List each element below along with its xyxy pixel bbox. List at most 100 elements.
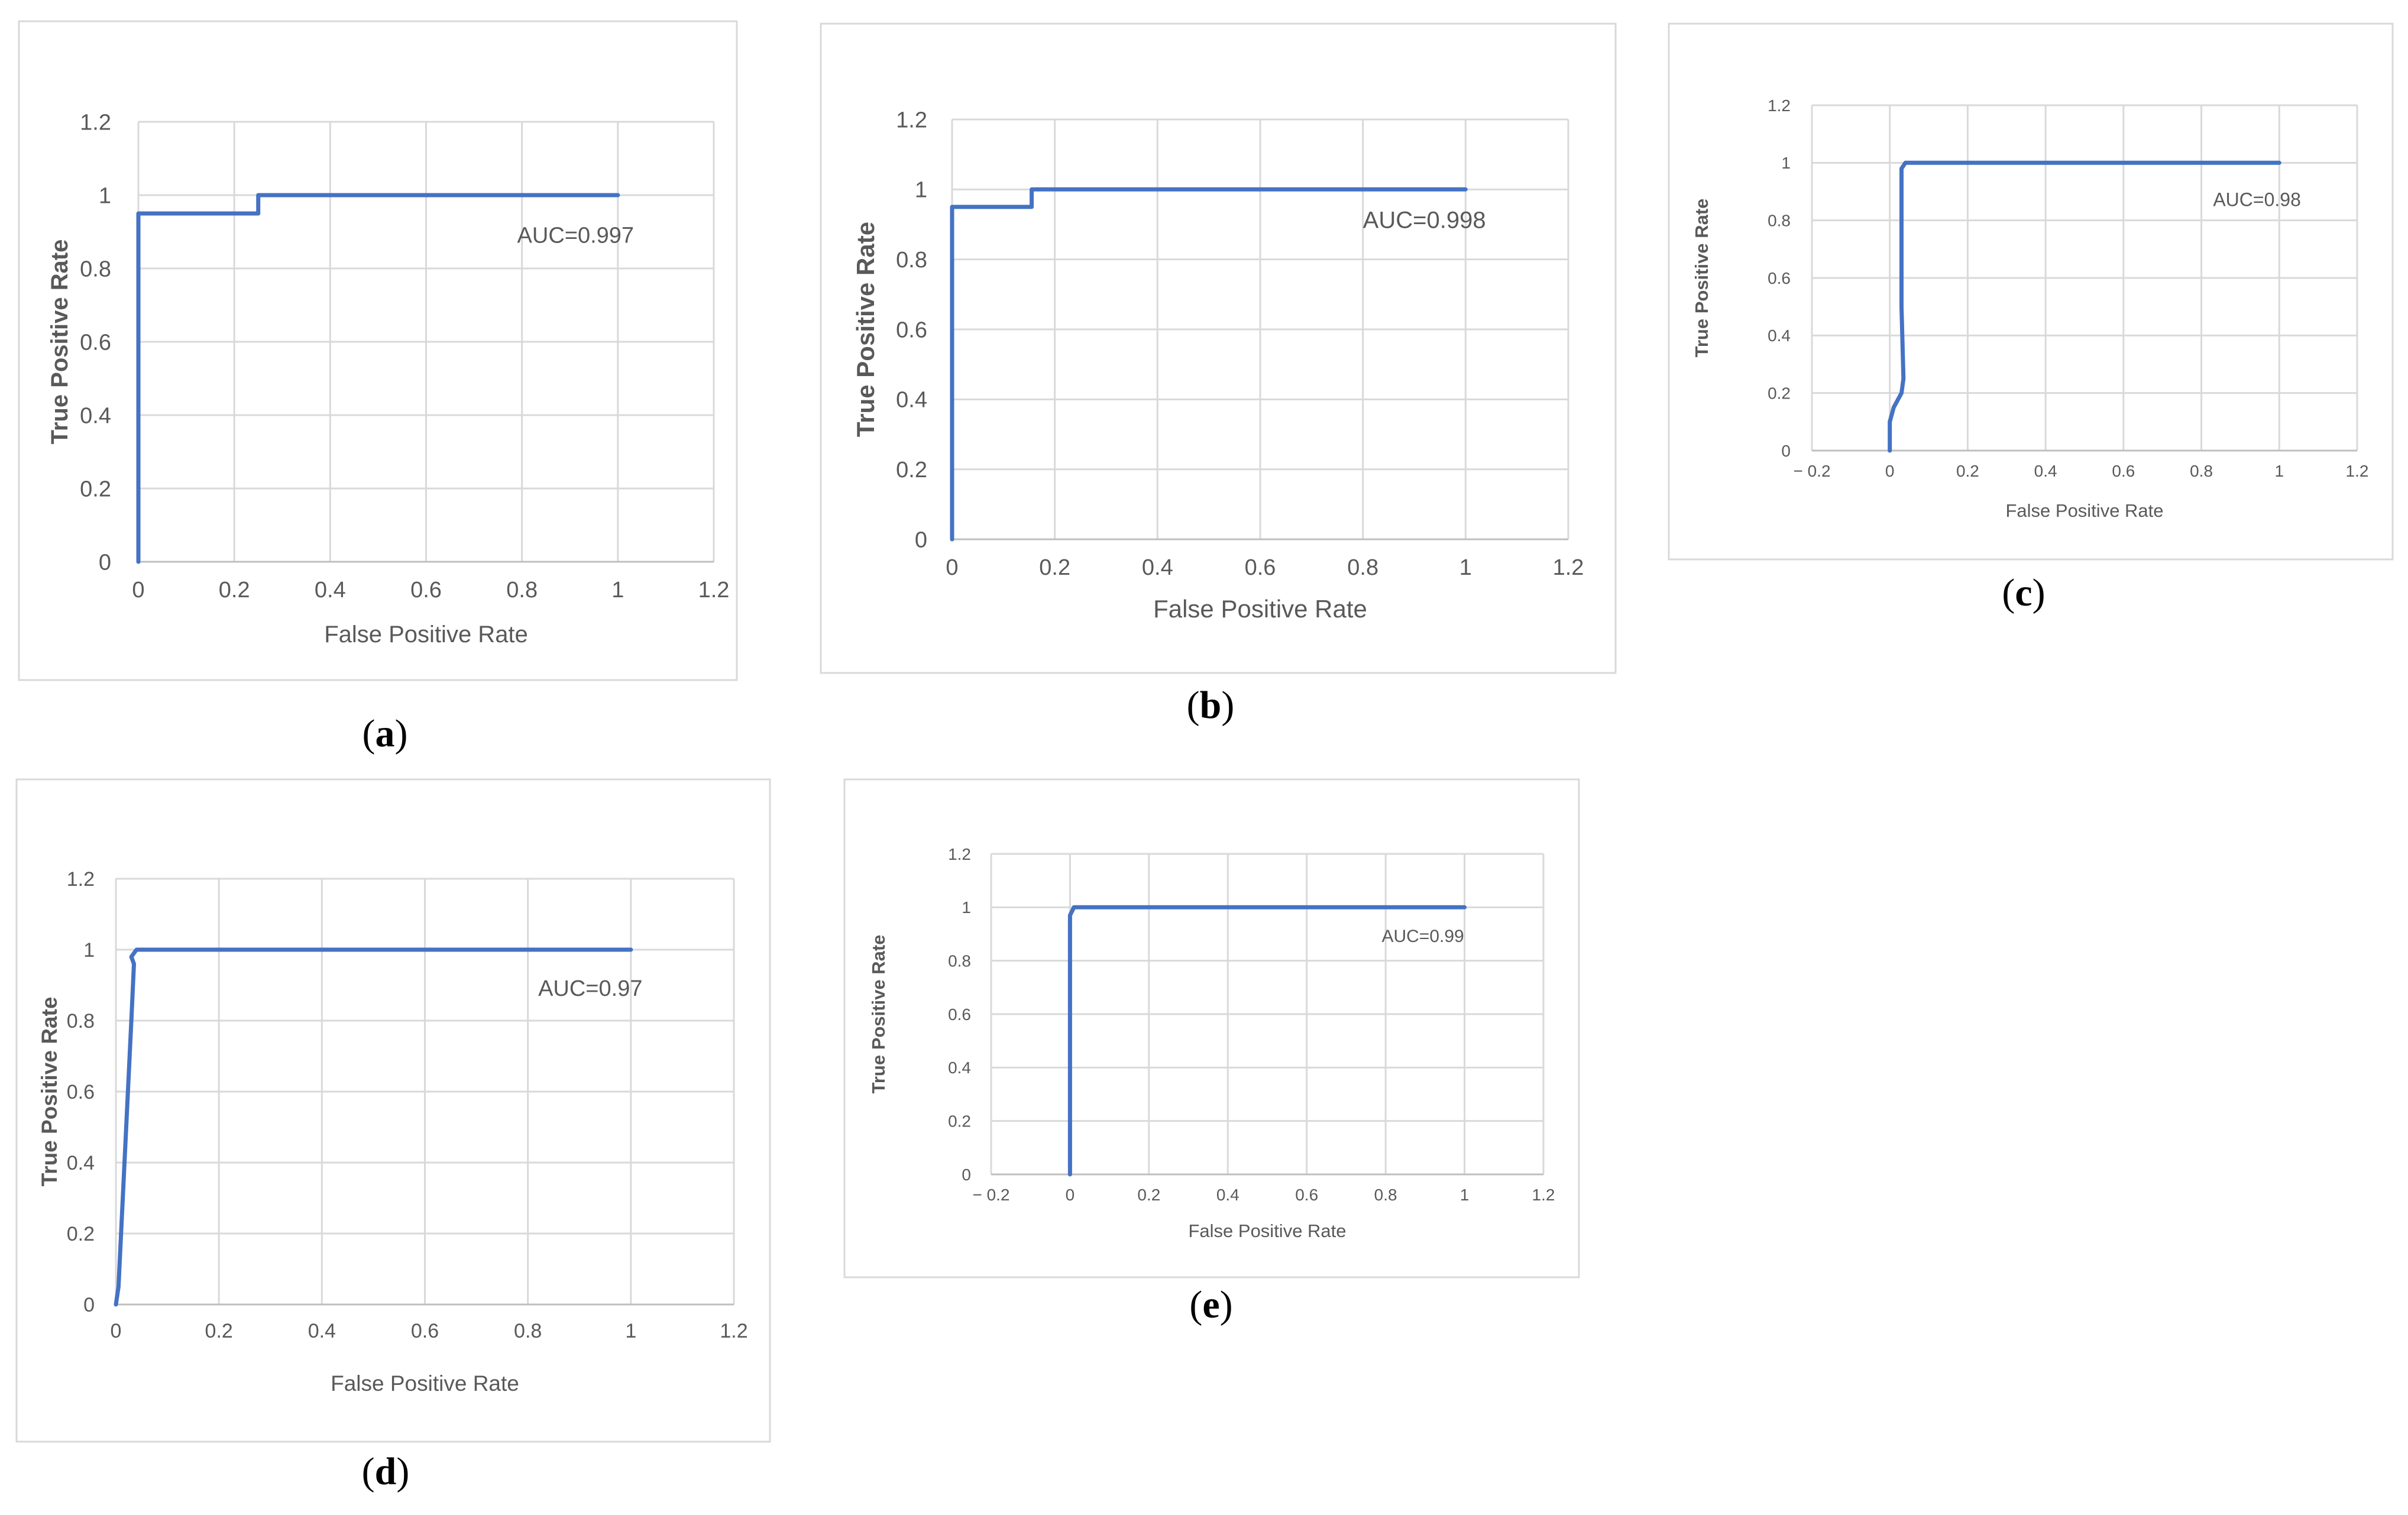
caption-close-paren: ) — [395, 712, 408, 755]
caption-letter: e — [1202, 1283, 1219, 1326]
caption-close-paren: ) — [1221, 684, 1234, 727]
y-tick-label: 1 — [99, 183, 111, 208]
x-tick-label: 0 — [946, 555, 958, 580]
y-tick-label: 0.6 — [896, 318, 927, 342]
caption-close-paren: ) — [2032, 571, 2045, 614]
y-tick-label: 0.4 — [80, 403, 111, 428]
x-tick-label: − 0.2 — [972, 1186, 1009, 1204]
x-tick-label: 1.2 — [720, 1320, 747, 1342]
y-tick-label: 1 — [83, 939, 95, 962]
y-tick-label: 0.2 — [948, 1112, 971, 1130]
caption-letter: a — [376, 712, 395, 755]
x-tick-label: 0.4 — [315, 578, 346, 603]
x-tick-label: 0.2 — [1137, 1186, 1160, 1204]
x-tick-label: 0 — [111, 1320, 122, 1342]
x-tick-label: 0.4 — [308, 1320, 336, 1342]
x-tick-label: 0.6 — [1245, 555, 1276, 580]
y-tick-label: 0.8 — [67, 1010, 95, 1032]
x-tick-label: 0.2 — [1956, 462, 1979, 480]
x-axis-title: False Positive Rate — [324, 621, 528, 648]
chart-panel-d: 0 0.2 0.4 0.6 0.8 1 1.2 0 0.2 0.4 0.6 0.8 1 1.2 False … — [15, 778, 771, 1493]
y-axis-title: True Positive Rate — [868, 935, 889, 1094]
x-tick-label: 1 — [611, 578, 624, 603]
x-axis-title: False Positive Rate — [2005, 500, 2163, 521]
x-tick-label: 0.8 — [506, 578, 538, 603]
panel-caption: (d) — [362, 1450, 410, 1493]
y-axis-title: True Positive Rate — [852, 222, 879, 437]
y-tick-label: 0.4 — [896, 388, 927, 413]
y-tick-label: 0.4 — [67, 1152, 95, 1174]
panel-caption: (a) — [363, 712, 408, 755]
y-tick-label: 0.6 — [1768, 269, 1791, 287]
caption-open-paren: ( — [363, 712, 376, 755]
x-tick-label: 0.8 — [1347, 555, 1378, 580]
panel-frame — [18, 20, 738, 681]
x-tick-label: 1.2 — [698, 578, 730, 603]
y-tick-label: 0 — [83, 1294, 95, 1316]
x-tick-label: 0.4 — [1142, 555, 1173, 580]
x-tick-label: − 0.2 — [1793, 462, 1830, 480]
caption-close-paren: ) — [1220, 1283, 1233, 1326]
y-tick-label: 1 — [962, 898, 971, 917]
y-tick-label: 0.4 — [1768, 326, 1791, 345]
caption-open-paren: ( — [362, 1450, 375, 1493]
y-tick-label: 1.2 — [67, 868, 95, 891]
chart-panel-c: 00.20.40.60.811.2− 0.2 0 0.2 0.4 0.6 0.8 1 1.2F… — [1668, 22, 2394, 614]
panel-caption: (c) — [2002, 571, 2045, 614]
y-tick-label: 0.2 — [896, 458, 927, 483]
y-tick-label: 0 — [1781, 442, 1791, 460]
x-tick-label: 0.2 — [1039, 555, 1070, 580]
caption-letter: d — [375, 1450, 397, 1493]
y-tick-label: 1 — [915, 178, 927, 203]
x-tick-label: 1 — [625, 1320, 636, 1342]
x-tick-label: 1 — [1459, 555, 1472, 580]
x-tick-label: 1.2 — [2346, 462, 2369, 480]
x-tick-label: 0.8 — [514, 1320, 542, 1342]
y-tick-label: 0.6 — [80, 330, 111, 355]
x-tick-label: 1.2 — [1553, 555, 1584, 580]
y-tick-label: 1.2 — [1768, 96, 1791, 115]
x-tick-label: 0.4 — [2034, 462, 2057, 480]
x-axis-title: False Positive Rate — [1153, 595, 1367, 623]
y-tick-label: 0.8 — [896, 248, 927, 273]
caption-open-paren: ( — [1189, 1283, 1202, 1326]
caption-open-paren: ( — [2002, 571, 2015, 614]
x-tick-label: 0.8 — [1374, 1186, 1397, 1204]
y-tick-label: 1 — [1781, 154, 1791, 172]
x-axis-title: False Positive Rate — [1188, 1221, 1346, 1241]
y-tick-label: 0.6 — [948, 1005, 971, 1024]
x-tick-label: 0.6 — [410, 578, 442, 603]
x-tick-label: 0.6 — [411, 1320, 439, 1342]
x-tick-label: 0.4 — [1216, 1186, 1239, 1204]
roc-curve-line — [136, 193, 620, 564]
caption-letter: b — [1200, 684, 1222, 727]
y-tick-label: 0.8 — [80, 257, 111, 281]
y-tick-label: 0.2 — [67, 1223, 95, 1245]
x-axis-title: False Positive Rate — [331, 1371, 519, 1396]
chart-panel-b: 0 0.2 0.4 0.6 0.8 1 1.2 0 0.2 0.4 0.6 0.8 1 1.2 False … — [820, 22, 1617, 727]
y-tick-label: 0.4 — [948, 1058, 971, 1077]
x-tick-label: 0 — [1066, 1186, 1075, 1204]
panel-caption: (e) — [1189, 1283, 1232, 1326]
y-tick-label: 0 — [915, 527, 927, 552]
auc-annotation: AUC=0.99 — [1381, 927, 1464, 946]
roc-curve-line — [114, 947, 633, 1307]
x-tick-label: 1 — [1460, 1186, 1470, 1204]
x-tick-label: 0.2 — [219, 578, 250, 603]
panel-frame — [15, 778, 771, 1443]
panel-frame — [843, 778, 1580, 1278]
roc-curve-line — [1888, 160, 2281, 453]
x-tick-label: 1.2 — [1532, 1186, 1555, 1204]
y-tick-label: 0 — [99, 550, 111, 575]
chart-panel-a: 0 0.2 0.4 0.6 0.8 1 1.2 0 0.2 0.4 0.6 0.8 1 1.2 False … — [18, 20, 738, 755]
x-tick-label: 0.2 — [205, 1320, 233, 1342]
x-tick-label: 0.6 — [2112, 462, 2135, 480]
auc-annotation: AUC=0.998 — [1363, 207, 1486, 233]
y-axis-title: True Positive Rate — [47, 239, 73, 445]
caption-letter: c — [2015, 571, 2032, 614]
auc-annotation: AUC=0.97 — [538, 976, 642, 1001]
x-tick-label: 1 — [2274, 462, 2284, 480]
x-tick-label: 0.8 — [2190, 462, 2213, 480]
panel-caption: (b) — [1187, 684, 1235, 727]
